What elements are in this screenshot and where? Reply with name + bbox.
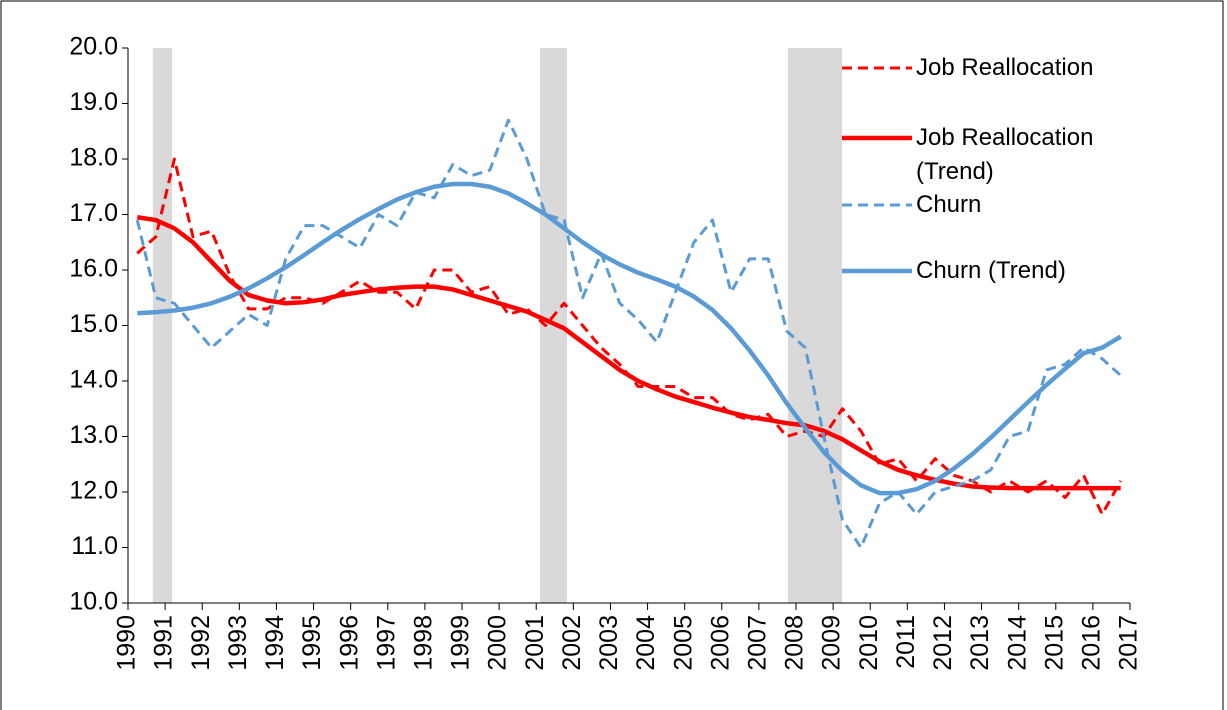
x-tick-label: 2005 [669,615,697,671]
y-tick-label: 16.0 [69,255,118,283]
x-tick-label: 2012 [929,615,957,671]
x-tick-label: 2007 [743,615,771,671]
x-tick-label: 2017 [1115,615,1143,671]
x-tick-label: 1992 [187,615,215,671]
x-tick-label: 2013 [966,615,994,671]
x-tick-label: 1995 [298,615,326,671]
legend-label: Churn (Trend) [916,257,1066,284]
x-tick-label: 2014 [1003,615,1031,671]
x-tick-label: 1999 [447,615,475,671]
x-tick-label: 2002 [558,615,586,671]
x-tick-label: 2004 [632,615,660,671]
recession-shade [787,48,843,603]
y-tick-label: 17.0 [69,199,118,227]
x-tick-label: 2016 [1077,615,1105,671]
x-tick-label: 2015 [1040,615,1068,671]
x-tick-label: 2001 [521,615,549,671]
series-line [137,181,1122,496]
y-tick-label: 10.0 [69,588,118,616]
x-tick-label: 1993 [224,615,252,671]
x-tick-label: 1991 [150,615,178,671]
x-tick-label: 2011 [892,615,920,669]
x-tick-label: 1994 [261,615,289,671]
x-tick-label: 2008 [781,615,809,671]
legend-label: Churn [916,191,982,218]
x-tick-label: 1997 [372,615,400,671]
y-tick-label: 12.0 [69,477,118,505]
legend-label: Job Reallocation [916,54,1094,81]
y-tick-label: 18.0 [69,144,118,172]
legend-label: Job Reallocation (Trend) [916,124,1094,185]
x-tick-label: 1990 [113,615,141,671]
x-tick-label: 2010 [855,615,883,671]
y-tick-label: 14.0 [69,366,118,394]
y-tick-label: 19.0 [69,88,118,116]
x-tick-label: 1998 [409,615,437,671]
series-line [135,118,1122,549]
x-tick-label: 2009 [818,615,846,671]
y-tick-label: 20.0 [69,33,118,61]
x-tick-label: 1996 [335,615,363,671]
x-tick-label: 2000 [484,615,512,671]
x-tick-label: 2006 [706,615,734,671]
y-tick-label: 11.0 [71,532,118,560]
y-tick-label: 15.0 [69,310,118,338]
x-tick-label: 2003 [595,615,623,671]
recession-shade [152,48,173,603]
y-tick-label: 13.0 [69,421,118,449]
